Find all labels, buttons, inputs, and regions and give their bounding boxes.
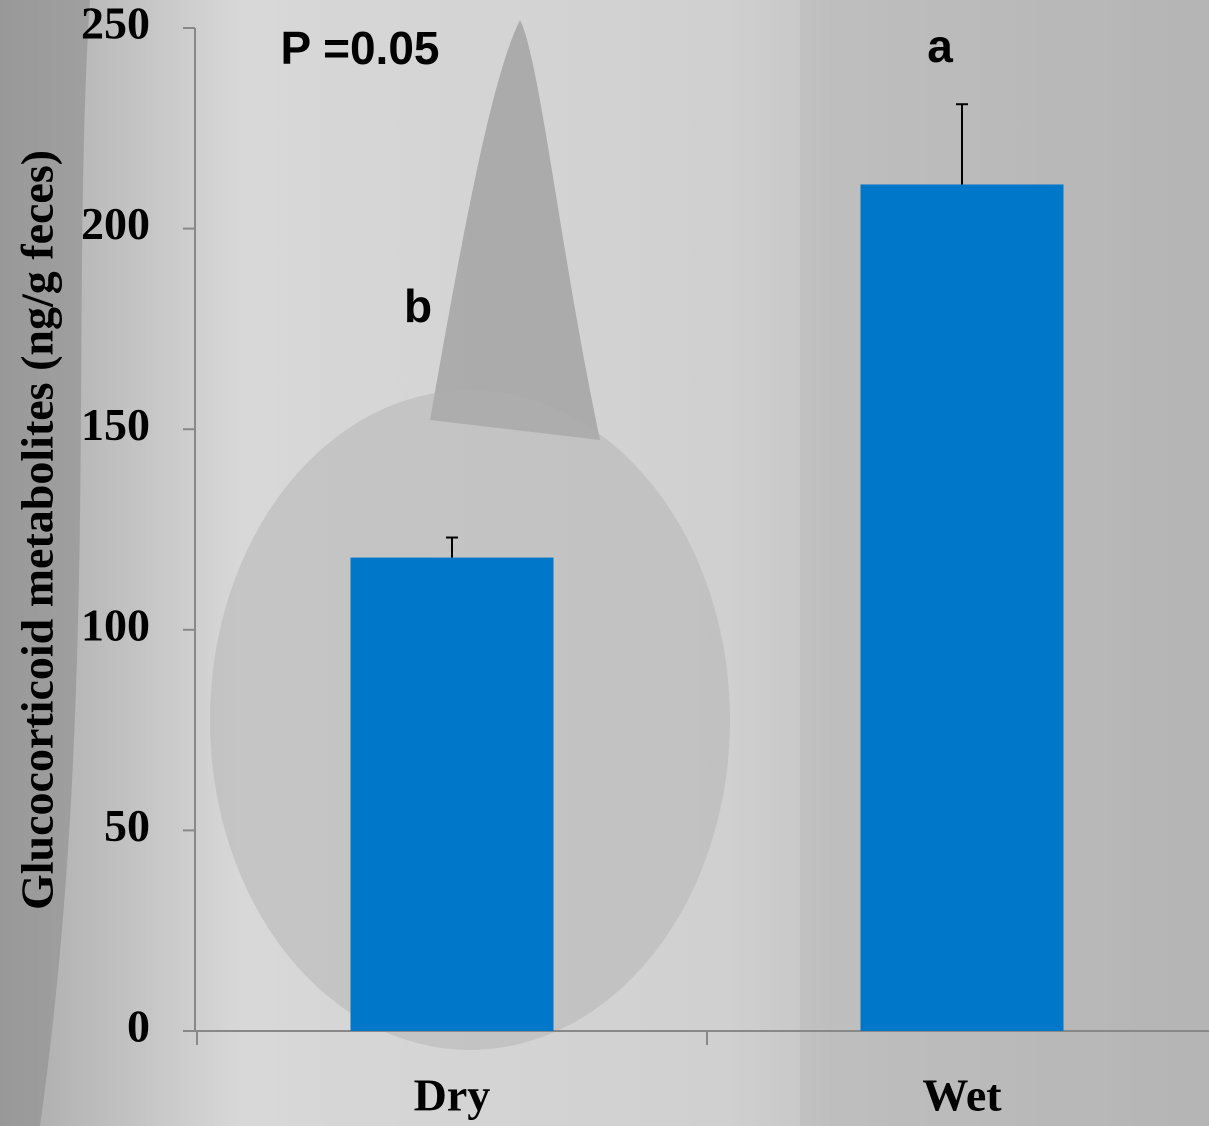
chart: Glucocorticoid metabolites (ng/g feces) … [0,0,1209,1126]
bar [351,558,554,1031]
significance-letter: a [927,20,953,72]
y-tick-label: 100 [81,599,150,650]
y-tick-label: 250 [81,0,150,49]
x-tick-label: Wet [922,1070,1002,1121]
significance-letter: b [404,280,432,332]
bar [861,184,1064,1031]
page: Glucocorticoid metabolites (ng/g feces) … [0,0,1209,1126]
y-tick-label: 0 [127,1001,150,1052]
y-tick-label: 200 [81,198,150,249]
x-tick-label: Dry [414,1070,491,1121]
y-axis-title: Glucocorticoid metabolites (ng/g feces) [12,150,63,910]
y-tick-label: 150 [81,399,150,450]
annotation: P =0.05 [280,22,439,74]
y-tick-label: 50 [104,800,150,851]
